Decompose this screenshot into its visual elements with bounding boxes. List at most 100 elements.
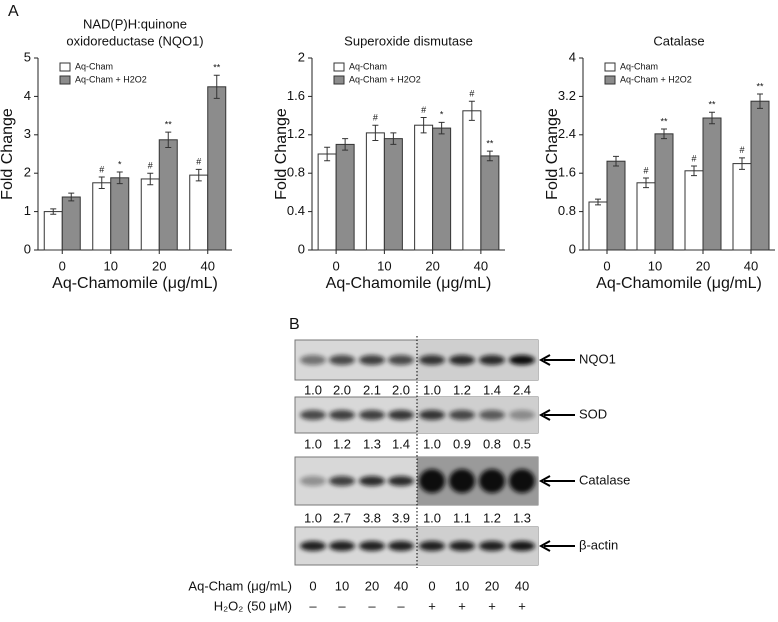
blot-band <box>509 355 535 365</box>
y-tick-label: 2 <box>24 165 31 180</box>
significance-marker: # <box>691 153 696 163</box>
quant-label: 1.0 <box>304 436 322 451</box>
condition-value: 20 <box>365 578 379 593</box>
blot-band <box>449 541 475 551</box>
error-bar <box>68 192 75 202</box>
blot-band <box>449 355 475 365</box>
significance-marker: ** <box>486 138 494 148</box>
condition-value: – <box>368 598 376 613</box>
significance-marker: # <box>469 89 474 99</box>
quant-label: 2.0 <box>333 382 351 397</box>
y-tick-label: 1.6 <box>558 165 576 180</box>
bar <box>654 133 674 251</box>
x-tick-label: 20 <box>152 258 166 273</box>
quant-label: 2.1 <box>363 382 381 397</box>
legend-label: Aq-Cham <box>75 61 113 71</box>
y-tick-label: 2 <box>298 49 305 64</box>
error-bar <box>342 138 349 151</box>
blot-band <box>359 541 385 551</box>
bar <box>158 139 178 251</box>
bar <box>636 182 656 251</box>
y-tick-label: 3.2 <box>558 88 576 103</box>
blot-band <box>419 355 445 365</box>
blot-band <box>388 355 414 365</box>
significance-marker: * <box>118 159 122 169</box>
x-tick-label: 10 <box>104 258 118 273</box>
blot-band <box>329 355 355 365</box>
quant-label: 1.0 <box>423 436 441 451</box>
legend-swatch <box>333 62 345 72</box>
legend-label: Aq-Cham <box>349 61 387 71</box>
legend-swatch <box>604 62 616 72</box>
blot-band <box>329 476 355 486</box>
blot-band <box>388 410 414 420</box>
x-tick-label: 0 <box>603 258 610 273</box>
y-tick-label: 0 <box>24 241 31 256</box>
condition-value: 10 <box>335 578 349 593</box>
error-bar <box>50 208 57 215</box>
x-tick-label: 0 <box>59 258 66 273</box>
blot-band <box>359 476 385 486</box>
error-bar <box>643 177 649 189</box>
bar <box>110 177 130 251</box>
y-tick-label: 3 <box>24 126 31 141</box>
chart-title: NAD(P)H:quinone <box>83 16 187 31</box>
quant-label: 1.3 <box>363 436 381 451</box>
condition-value: 40 <box>515 578 529 593</box>
arrow <box>538 409 575 421</box>
condition-value: + <box>488 598 496 613</box>
y-tick-label: 1.2 <box>287 126 305 141</box>
arrow <box>538 540 575 552</box>
bar <box>207 86 227 251</box>
bar <box>480 155 500 251</box>
error-bar <box>486 150 493 162</box>
bar <box>140 178 160 251</box>
significance-marker: ** <box>708 100 716 110</box>
chart-title: Catalase <box>653 33 704 48</box>
blot-label: SOD <box>579 406 607 421</box>
error-bar <box>613 155 619 167</box>
blot-band <box>449 469 475 493</box>
blot-band <box>329 541 355 551</box>
quant-label: 1.1 <box>453 510 471 525</box>
error-bar <box>213 74 220 99</box>
error-bar <box>116 171 123 185</box>
bar <box>588 201 608 251</box>
condition-value: + <box>518 598 526 613</box>
legend-swatch <box>333 75 345 85</box>
significance-marker: # <box>373 113 378 123</box>
y-axis-label: Fold Change <box>544 108 561 200</box>
significance-marker: ** <box>165 119 173 129</box>
condition-label: Aq-Cham (μg/mL) <box>188 578 292 593</box>
bar <box>189 174 209 251</box>
y-tick-label: 4 <box>24 88 31 103</box>
x-axis-label: Aq-Chamomile (μg/mL) <box>596 275 762 292</box>
y-tick-label: 0.4 <box>287 203 305 218</box>
significance-marker: # <box>643 165 648 175</box>
error-bar <box>757 93 763 109</box>
y-tick-label: 0.8 <box>287 165 305 180</box>
blot-band <box>479 355 505 365</box>
condition-label: H₂O₂ (50 μM) <box>214 598 292 613</box>
quant-label: 1.0 <box>304 382 322 397</box>
blot-band <box>388 476 414 486</box>
condition-value: + <box>458 598 466 613</box>
quant-label: 1.2 <box>453 382 471 397</box>
condition-value: – <box>309 598 317 613</box>
arrow <box>538 354 575 366</box>
quant-label: 1.0 <box>423 510 441 525</box>
quant-label: 2.0 <box>392 382 410 397</box>
error-bar <box>709 111 715 125</box>
bar <box>317 153 337 251</box>
bar <box>383 138 403 251</box>
panel-label: B <box>289 316 300 333</box>
significance-marker: # <box>421 105 426 115</box>
chart-title: oxidoreductase (NQO1) <box>66 33 203 48</box>
legend-swatch <box>59 75 71 85</box>
error-bar <box>390 132 397 145</box>
condition-value: 0 <box>309 578 316 593</box>
chart-title: Superoxide dismutase <box>344 33 473 48</box>
condition-value: – <box>338 598 346 613</box>
blot-band <box>359 410 385 420</box>
